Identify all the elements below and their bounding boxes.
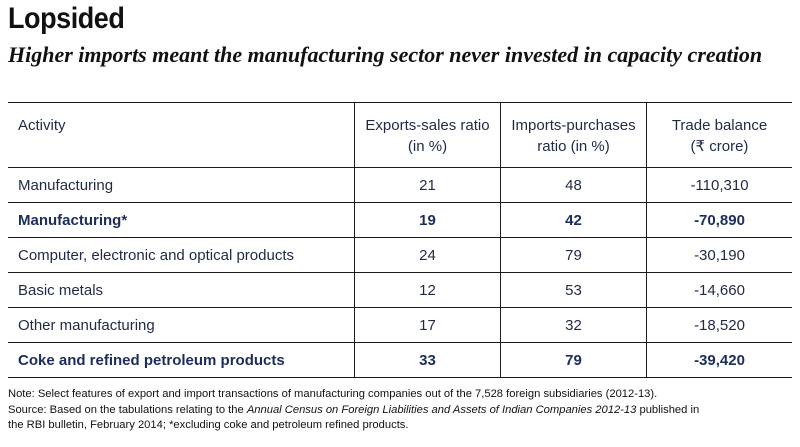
cell-balance: -14,660	[646, 273, 792, 307]
table-row: Computer, electronic and optical product…	[8, 238, 792, 273]
source-text: Source: Based on the tabulations relatin…	[8, 403, 699, 419]
cell-exports: 12	[354, 273, 500, 307]
header-activity: Activity	[8, 103, 354, 167]
page-subtitle: Higher imports meant the manufacturing s…	[8, 42, 763, 67]
page-title: Lopsided	[8, 2, 125, 35]
table-header-row: Activity Exports-sales ratio (in %) Impo…	[8, 102, 792, 168]
data-table: Activity Exports-sales ratio (in %) Impo…	[8, 102, 792, 378]
cell-activity: Manufacturing	[18, 176, 114, 194]
table-row: Other manufacturing 17 32 -18,520	[8, 308, 792, 343]
source-text-line2: the RBI bulletin, February 2014; *exclud…	[8, 419, 409, 431]
header-balance-line2: (₹ crore)	[690, 138, 749, 155]
header-imports-line1: Imports-purchases	[511, 117, 636, 134]
cell-imports: 32	[500, 308, 646, 342]
footnotes: Note: Select features of export and impo…	[8, 387, 798, 434]
cell-exports: 19	[354, 203, 500, 237]
source-title: Annual Census on Foreign Liabilities and…	[246, 403, 637, 416]
cell-imports: 53	[500, 273, 646, 307]
cell-exports: 33	[354, 343, 500, 377]
header-balance-line1: Trade balance	[671, 117, 768, 134]
cell-imports: 79	[500, 238, 646, 272]
cell-balance: -18,520	[646, 308, 792, 342]
table-row: Manufacturing 21 48 -110,310	[8, 168, 792, 203]
cell-imports: 42	[500, 203, 646, 237]
header-imports-line2: ratio (in %)	[537, 138, 610, 155]
cell-activity: Other manufacturing	[18, 316, 155, 334]
note-text: Note: Select features of export and impo…	[8, 388, 658, 400]
cell-balance: -110,310	[646, 168, 792, 202]
source-prefix: Source: Based on the tabulations relatin…	[8, 403, 247, 416]
header-imports-purchases: Imports-purchases ratio (in %)	[500, 103, 646, 167]
cell-imports: 48	[500, 168, 646, 202]
cell-balance: -70,890	[646, 203, 792, 237]
table-row: Basic metals 12 53 -14,660	[8, 273, 792, 308]
cell-imports: 79	[500, 343, 646, 377]
table-row: Coke and refined petroleum products 33 7…	[8, 343, 792, 378]
header-activity-label: Activity	[18, 117, 66, 134]
cell-activity: Computer, electronic and optical product…	[18, 246, 294, 264]
cell-exports: 21	[354, 168, 500, 202]
cell-activity: Basic metals	[18, 281, 104, 299]
cell-balance: -30,190	[646, 238, 792, 272]
source-suffix: published in	[636, 403, 700, 416]
header-exports-line2: (in %)	[407, 138, 448, 155]
header-exports-sales: Exports-sales ratio (in %)	[354, 103, 500, 167]
cell-activity: Coke and refined petroleum products	[18, 351, 285, 369]
cell-balance: -39,420	[646, 343, 792, 377]
cell-exports: 24	[354, 238, 500, 272]
header-trade-balance: Trade balance (₹ crore)	[646, 103, 792, 167]
table-row: Manufacturing* 19 42 -70,890	[8, 203, 792, 238]
cell-exports: 17	[354, 308, 500, 342]
header-exports-line1: Exports-sales ratio	[365, 117, 490, 134]
cell-activity: Manufacturing*	[18, 211, 128, 229]
